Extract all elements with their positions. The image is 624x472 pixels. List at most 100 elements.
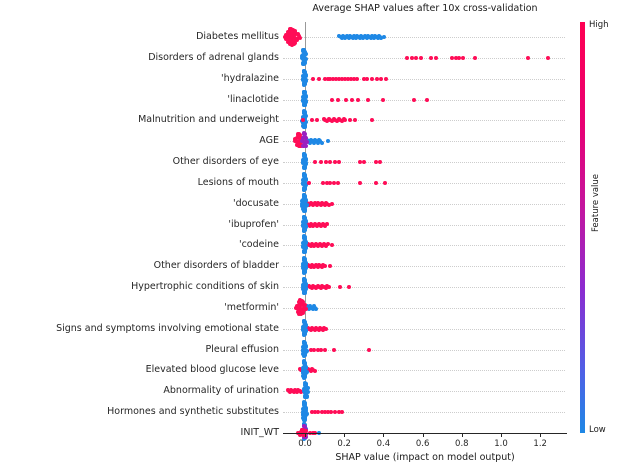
shap-dot (308, 369, 313, 374)
feature-value-colorbar (580, 22, 585, 433)
shap-dot (289, 29, 294, 34)
shap-dot (297, 33, 302, 38)
shap-dot (295, 136, 300, 141)
x-tick-label: 0.8 (455, 439, 469, 449)
shap-dot (303, 216, 308, 221)
x-axis-label: SHAP value (impact on model output) (335, 452, 515, 463)
shap-dot (307, 307, 312, 312)
shap-dot (301, 307, 306, 312)
shap-dot (324, 119, 329, 124)
row-gridline (283, 224, 565, 226)
shap-dot (312, 369, 317, 374)
x-tick-label: 0.0 (298, 439, 312, 449)
shap-dot (364, 36, 369, 40)
shap-dot (316, 76, 321, 81)
shap-dot (312, 347, 317, 352)
shap-dot (301, 158, 306, 163)
shap-dot (300, 118, 305, 123)
shap-dot (344, 97, 349, 102)
shap-dot (320, 180, 325, 185)
shap-dot (472, 55, 477, 60)
shap-dot (324, 244, 329, 249)
shap-dot (357, 36, 362, 40)
shap-dot (303, 328, 308, 333)
shap-dot (302, 187, 307, 192)
row-gridline (283, 99, 565, 101)
shap-dot (294, 32, 299, 37)
shap-dot (338, 285, 343, 290)
shap-dot (298, 429, 303, 434)
row-gridline (283, 78, 565, 80)
shap-dot (365, 97, 370, 102)
shap-dot (323, 223, 328, 228)
shap-dot (379, 76, 384, 81)
shap-dot (381, 97, 386, 102)
shap-dot (348, 118, 353, 123)
shap-dot (308, 347, 313, 352)
shap-dot (346, 76, 351, 81)
feature-label: 'codeine (238, 239, 279, 251)
shap-dot (311, 140, 316, 145)
shap-dot (301, 166, 306, 170)
colorbar-axis-label: Feature value (591, 173, 601, 232)
shap-dot (418, 55, 423, 60)
feature-label: 'metformin' (224, 301, 279, 313)
shap-dot (288, 37, 293, 42)
shap-dot (318, 160, 323, 165)
shap-dot (309, 118, 314, 123)
shap-dot (301, 303, 306, 308)
shap-dot (302, 435, 307, 440)
shap-dot (302, 91, 307, 96)
x-tick-label: 0.4 (376, 439, 391, 449)
shap-dot (330, 97, 335, 102)
x-tick-label: 1.2 (533, 439, 547, 449)
shap-dot (297, 304, 302, 309)
shap-dot (285, 30, 290, 35)
shap-dot (293, 137, 298, 142)
shap-dot (302, 270, 307, 275)
shap-dot (309, 286, 314, 291)
shap-dot (304, 306, 309, 311)
shap-dot (334, 119, 339, 124)
shap-dot (318, 286, 323, 291)
shap-dot (322, 410, 327, 415)
shap-dot (354, 36, 359, 40)
shap-dot (303, 204, 308, 209)
x-tick-label: 0.6 (415, 439, 430, 449)
shap-dot (303, 162, 308, 167)
shap-dot (372, 36, 377, 40)
shap-dot (303, 224, 308, 229)
shap-dot (350, 97, 355, 102)
shap-dot (287, 29, 292, 34)
shap-dot (339, 36, 344, 40)
shap-dot (369, 76, 374, 81)
shap-dot (325, 242, 330, 247)
shap-dot (301, 220, 306, 225)
shap-dot (429, 55, 434, 60)
shap-dot (284, 37, 289, 42)
shap-dot (404, 55, 409, 60)
shap-dot (312, 244, 317, 249)
shap-dot (320, 265, 325, 270)
shap-dot (352, 76, 356, 81)
shap-dot (337, 410, 342, 415)
shap-dot (346, 36, 351, 40)
shap-dot (373, 160, 378, 165)
shap-dot (297, 36, 302, 41)
shap-dot (294, 140, 299, 145)
shap-dot (375, 36, 380, 40)
shap-dot (306, 390, 311, 395)
x-tick-mark (422, 434, 424, 437)
shap-dot (301, 62, 306, 67)
shap-dot (303, 53, 308, 58)
shap-dot (298, 311, 303, 316)
shap-dot (312, 327, 317, 332)
shap-dot (319, 140, 324, 145)
shap-dot (333, 410, 338, 415)
shap-dot (355, 97, 360, 102)
shap-dot (328, 180, 333, 185)
shap-dot (291, 390, 296, 395)
feature-label: Diabetes mellitus (196, 31, 279, 42)
shap-dot (301, 53, 306, 58)
shap-dot (322, 76, 327, 81)
